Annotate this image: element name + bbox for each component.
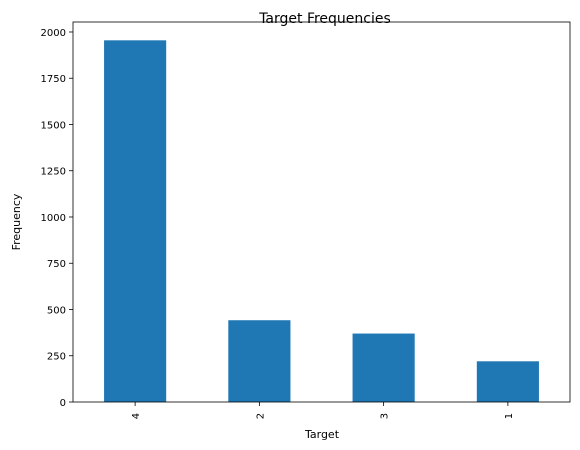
chart-title: Target Frequencies bbox=[258, 11, 391, 27]
y-tick-label-250: 250 bbox=[47, 352, 66, 363]
y-tick-label-2000: 2000 bbox=[41, 28, 66, 39]
bar-1 bbox=[476, 361, 539, 402]
bar-4 bbox=[104, 40, 167, 402]
y-axis-label: Frequency bbox=[10, 193, 23, 250]
y-tick-label-1750: 1750 bbox=[41, 74, 66, 85]
y-tick-label-1250: 1250 bbox=[41, 167, 66, 178]
plot-frame bbox=[72, 21, 571, 403]
x-tick-label-2: 2 bbox=[255, 413, 266, 419]
x-tick-label-4: 4 bbox=[131, 413, 142, 419]
y-tick-label-500: 500 bbox=[47, 305, 66, 316]
x-tick-label-1: 1 bbox=[504, 413, 515, 419]
x-tick-label-3: 3 bbox=[380, 413, 391, 419]
y-axis: 0 250 500 750 1000 1250 1500 1750 2000 bbox=[41, 28, 73, 409]
y-tick-label-1000: 1000 bbox=[41, 213, 66, 224]
y-tick-label-0: 0 bbox=[60, 398, 66, 409]
x-axis: 4 2 3 1 bbox=[131, 402, 515, 419]
bar-2 bbox=[228, 320, 291, 402]
bar-3 bbox=[352, 333, 415, 402]
y-tick-label-1500: 1500 bbox=[41, 120, 66, 131]
y-tick-label-750: 750 bbox=[47, 259, 66, 270]
bars-group bbox=[104, 40, 539, 402]
x-axis-label: Target bbox=[304, 428, 340, 441]
